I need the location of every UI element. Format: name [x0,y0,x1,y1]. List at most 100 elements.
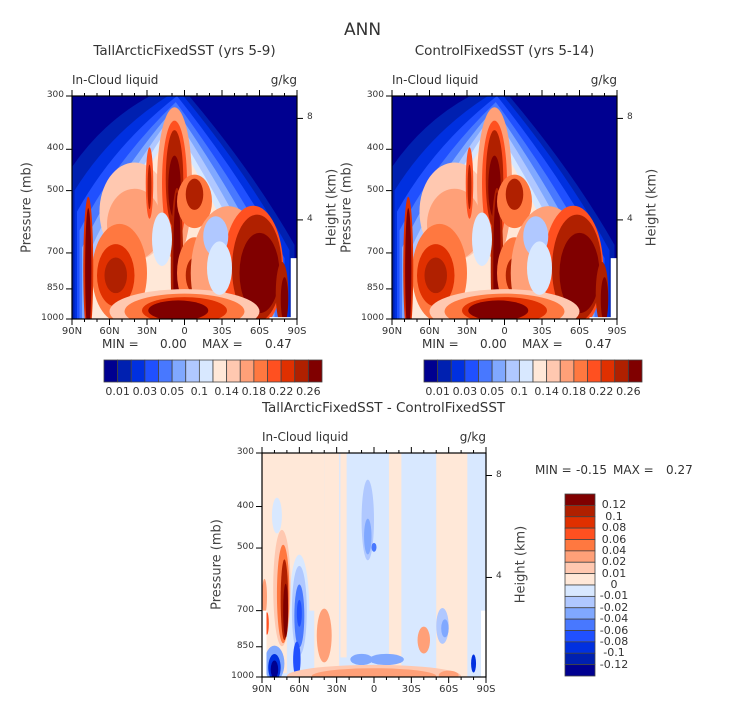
field-blob [271,497,282,534]
colorbar-swatch [564,664,596,677]
min-value: -0.15 [576,463,608,477]
contour-field [392,96,617,319]
field-blob [311,668,437,677]
colorbar-swatch [627,359,643,383]
y-tick-label: 850 [366,282,384,293]
field-blob [424,257,447,294]
field-blob [262,578,267,615]
y-tick-label: 700 [236,604,254,615]
x-tick-label: 90N [381,326,403,337]
y-tick-label: 300 [46,90,64,100]
colorbar-swatch [564,561,596,575]
field-band-pos [340,453,347,658]
colorbar-swatch [564,641,596,654]
field-blob [207,241,232,295]
field-blob [364,518,372,555]
field-blob [559,232,600,314]
y2-tick-label: 8 [627,112,633,123]
y-tick-label: 500 [366,184,384,195]
colorbar-tick-label: 0.03 [132,385,158,398]
y-tick-label: 1000 [41,313,64,323]
colorbar-swatch [564,573,596,586]
colorbar-swatch [564,504,596,518]
x-tick-label: 90S [607,326,627,337]
max-value: 0.27 [666,463,693,477]
field-blob [152,212,172,266]
x-tick-label: 90N [251,684,273,695]
colorbar-tick-label: 0.05 [479,385,505,398]
min-label: MIN = [535,463,572,477]
colorbar-tick-label: 0.04 [601,543,627,557]
y2-tick-label: 8 [496,469,502,480]
field-blob [369,653,404,666]
missing-region [262,610,267,677]
colorbar-tick-label: 0.1 [605,509,623,523]
colorbar-tick-label: 0.14 [534,385,559,398]
field-blob [505,178,524,210]
x-tick-label: 30S [401,684,421,695]
field-blob [296,599,302,627]
colorbar-tick-label: 0.18 [241,385,267,398]
x-tick-label: 90N [61,326,83,337]
x-tick-label: 30N [456,326,478,337]
x-tick-label: 60S [249,326,270,337]
colorbar-tick-label: 0.12 [601,498,627,512]
colorbar-tick-label: 0.26 [616,385,641,398]
left-subtitle: In-Cloud liquid [262,430,349,444]
x-tick-label: 60N [419,326,440,337]
missing-region [610,258,617,319]
field-blob [472,212,492,266]
y-tick-label: 500 [236,542,254,553]
missing-region [589,317,617,319]
max-label: MAX = [613,463,654,477]
field-band-pos [388,453,402,674]
colorbar-tick-label: 0 [610,578,618,591]
panel-title: TallArcticFixedSST (yrs 5-9) [93,43,276,59]
max-value: 0.47 [265,337,292,351]
field-blob [467,164,472,210]
colorbar-swatch [564,550,596,563]
y-tick-label: 400 [366,143,384,154]
field-blob [350,653,373,666]
colorbar-tick-label: 0.14 [214,385,239,398]
x-tick-label: 60N [289,684,310,695]
field-blob [85,208,92,319]
field-blob [280,277,289,319]
colorbar-swatch [564,618,596,631]
colorbar-tick-label: 0.06 [601,532,627,546]
x-tick-label: 30S [212,326,232,337]
field-blob [471,654,477,673]
colorbar-tick-label: -0.08 [599,634,629,648]
field-blob [441,619,449,638]
x-tick-label: 30N [326,684,347,695]
missing-region [481,610,486,677]
colorbar-tick-label: -0.01 [599,589,629,603]
colorbar-tick-label: 0.08 [601,521,627,535]
colorbar-tick-label: 0.01 [601,566,627,580]
missing-region [269,317,297,319]
panel-title: TallArcticFixedSST - ControlFixedSST [262,400,506,416]
colorbar-tick-label: -0.02 [599,600,629,614]
left-subtitle: In-Cloud liquid [392,73,479,87]
colorbar-tick-label: -0.06 [599,623,629,637]
colorbar-tick-label: -0.04 [599,612,629,626]
field-blob [104,257,127,294]
contour-field [262,453,486,677]
y-tick-label: 850 [46,282,64,293]
min-label: MIN = [102,337,139,351]
colorbar-swatch [564,595,596,609]
contour-field [72,96,297,319]
y-tick-label: 300 [366,90,384,100]
x-tick-label: 0 [501,326,508,337]
right-subtitle: g/kg [590,73,617,87]
y-tick-label: 400 [46,143,64,154]
field-blob [293,641,301,677]
x-tick-label: 60S [439,684,459,695]
field-blob [438,670,459,677]
min-value: 0.00 [480,337,507,351]
field-blob [417,626,430,654]
min-value: 0.00 [160,337,187,351]
colorbar-swatch [564,516,596,529]
